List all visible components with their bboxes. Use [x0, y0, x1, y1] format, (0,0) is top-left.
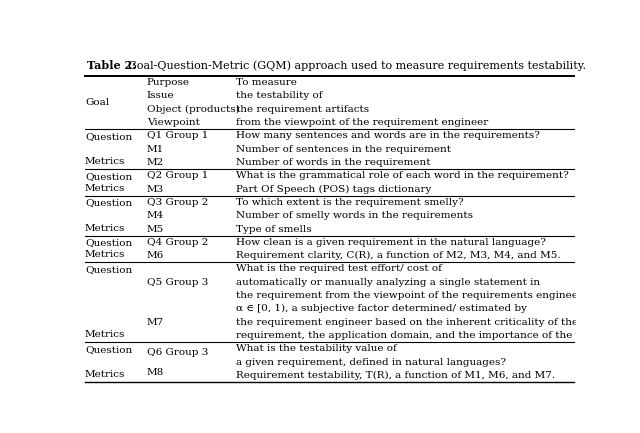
Text: Metrics: Metrics — [85, 224, 125, 233]
Text: Q4 Group 2: Q4 Group 2 — [147, 238, 209, 247]
Text: Number of words in the requirement: Number of words in the requirement — [236, 158, 431, 167]
Text: M6: M6 — [147, 251, 164, 260]
Text: Goal: Goal — [85, 98, 109, 107]
Text: To measure: To measure — [236, 78, 297, 87]
Text: Requirement clarity, C(R), a function of M2, M3, M4, and M5.: Requirement clarity, C(R), a function of… — [236, 251, 561, 260]
Text: Number of smelly words in the requirements: Number of smelly words in the requiremen… — [236, 211, 473, 220]
Text: Metrics: Metrics — [85, 330, 125, 339]
Text: automatically or manually analyzing a single statement in: automatically or manually analyzing a si… — [236, 278, 540, 287]
Text: Question: Question — [85, 345, 132, 354]
Text: Q6 Group 3: Q6 Group 3 — [147, 348, 209, 357]
Text: Number of sentences in the requirement: Number of sentences in the requirement — [236, 145, 451, 154]
Text: from the viewpoint of the requirement engineer: from the viewpoint of the requirement en… — [236, 118, 488, 127]
Text: Q3 Group 2: Q3 Group 2 — [147, 198, 209, 207]
Text: Question: Question — [85, 132, 132, 141]
Text: Requirement testability, T(R), a function of M1, M6, and M7.: Requirement testability, T(R), a functio… — [236, 371, 556, 380]
Text: Purpose: Purpose — [147, 78, 190, 87]
Text: a given requirement, defined in natural languages?: a given requirement, defined in natural … — [236, 358, 506, 367]
Text: What is the grammatical role of each word in the requirement?: What is the grammatical role of each wor… — [236, 171, 569, 180]
Text: M2: M2 — [147, 158, 164, 167]
Text: Metrics: Metrics — [85, 157, 125, 166]
Text: the requirement from the viewpoint of the requirements engineer?: the requirement from the viewpoint of th… — [236, 291, 589, 300]
Text: Question: Question — [85, 199, 132, 207]
Text: M4: M4 — [147, 211, 164, 220]
Text: How clean is a given requirement in the natural language?: How clean is a given requirement in the … — [236, 238, 546, 247]
Text: M8: M8 — [147, 368, 164, 377]
Text: How many sentences and words are in the requirements?: How many sentences and words are in the … — [236, 131, 540, 140]
Text: Question: Question — [85, 265, 132, 274]
Text: Metrics: Metrics — [85, 184, 125, 193]
Text: the testability of: the testability of — [236, 91, 323, 100]
Text: Question: Question — [85, 239, 132, 248]
Text: Question: Question — [85, 172, 132, 181]
Text: Type of smells: Type of smells — [236, 224, 312, 233]
Text: Metrics: Metrics — [85, 250, 125, 259]
Text: α ∈ [0, 1), a subjective factor determined/ estimated by: α ∈ [0, 1), a subjective factor determin… — [236, 304, 527, 313]
Text: Metrics: Metrics — [85, 370, 125, 379]
Text: Issue: Issue — [147, 91, 175, 100]
Text: Goal-Question-Metric (GQM) approach used to measure requirements testability.: Goal-Question-Metric (GQM) approach used… — [121, 60, 586, 71]
Text: Q1 Group 1: Q1 Group 1 — [147, 131, 209, 140]
Text: requirement, the application domain, and the importance of the validation proces: requirement, the application domain, and… — [236, 331, 640, 340]
Text: the requirement engineer based on the inherent criticality of the: the requirement engineer based on the in… — [236, 318, 579, 326]
Text: M5: M5 — [147, 224, 164, 233]
Text: Part Of Speech (POS) tags dictionary: Part Of Speech (POS) tags dictionary — [236, 184, 431, 194]
Text: Object (products): Object (products) — [147, 105, 240, 114]
Text: Table 2:: Table 2: — [88, 60, 136, 71]
Text: Q5 Group 3: Q5 Group 3 — [147, 278, 209, 287]
Text: What is the required test effort/ cost of: What is the required test effort/ cost o… — [236, 265, 442, 273]
Text: the requirement artifacts: the requirement artifacts — [236, 105, 369, 114]
Text: Viewpoint: Viewpoint — [147, 118, 200, 127]
Text: Q2 Group 1: Q2 Group 1 — [147, 171, 209, 180]
Text: M1: M1 — [147, 145, 164, 154]
Text: What is the testability value of: What is the testability value of — [236, 344, 397, 353]
Text: M3: M3 — [147, 184, 164, 194]
Text: To which extent is the requirement smelly?: To which extent is the requirement smell… — [236, 198, 464, 207]
Text: M7: M7 — [147, 318, 164, 326]
